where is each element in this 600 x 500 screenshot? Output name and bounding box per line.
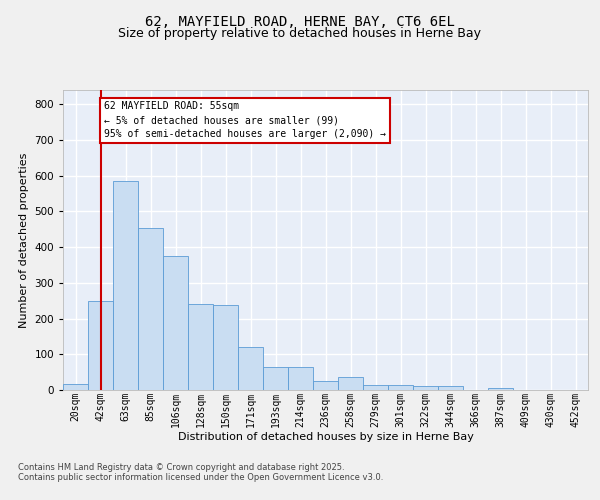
Bar [263, 367, 288, 390]
Bar [488, 388, 513, 390]
Y-axis label: Number of detached properties: Number of detached properties [19, 152, 29, 328]
Bar [88, 302, 113, 390]
Bar [363, 384, 388, 390]
Text: Contains HM Land Registry data © Crown copyright and database right 2025.: Contains HM Land Registry data © Crown c… [18, 462, 344, 471]
Bar [338, 377, 363, 390]
Text: Contains public sector information licensed under the Open Government Licence v3: Contains public sector information licen… [18, 472, 383, 482]
Bar [313, 381, 338, 390]
Bar [188, 304, 213, 390]
X-axis label: Distribution of detached houses by size in Herne Bay: Distribution of detached houses by size … [178, 432, 473, 442]
Bar [163, 256, 188, 390]
Bar [238, 347, 263, 390]
Bar [388, 384, 413, 390]
Bar [213, 305, 238, 390]
Bar [63, 384, 88, 390]
Bar [413, 386, 438, 390]
Text: 62, MAYFIELD ROAD, HERNE BAY, CT6 6EL: 62, MAYFIELD ROAD, HERNE BAY, CT6 6EL [145, 15, 455, 29]
Bar [438, 386, 463, 390]
Bar [138, 228, 163, 390]
Bar [113, 181, 138, 390]
Bar [288, 367, 313, 390]
Text: 62 MAYFIELD ROAD: 55sqm
← 5% of detached houses are smaller (99)
95% of semi-det: 62 MAYFIELD ROAD: 55sqm ← 5% of detached… [104, 102, 386, 140]
Text: Size of property relative to detached houses in Herne Bay: Size of property relative to detached ho… [119, 28, 482, 40]
